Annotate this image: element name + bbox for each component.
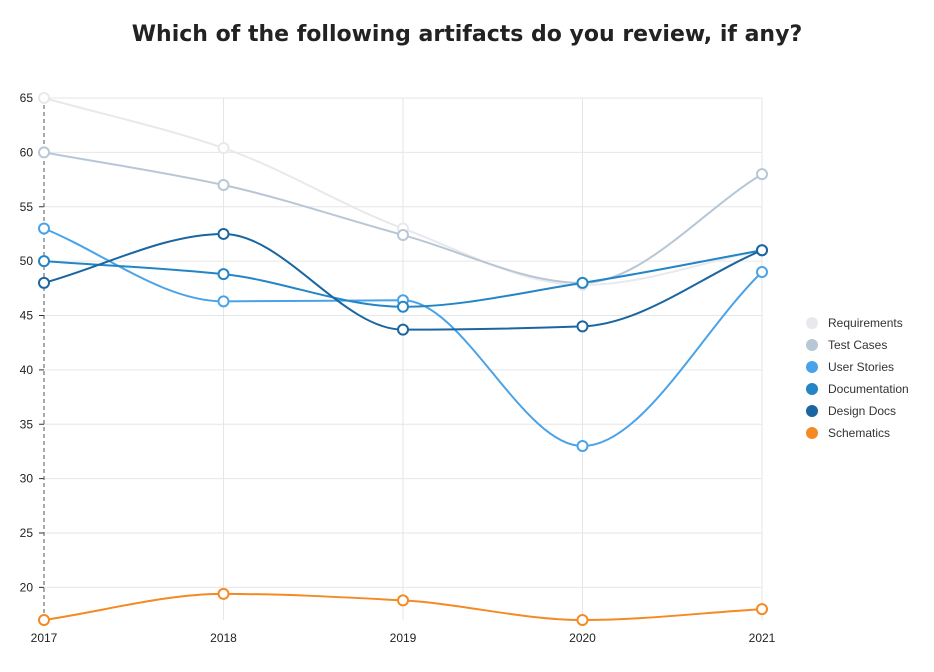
data-point[interactable] — [217, 587, 230, 600]
data-point[interactable] — [576, 276, 589, 289]
data-point[interactable] — [38, 222, 50, 235]
x-tick-label: 2019 — [390, 631, 417, 645]
legend-swatch — [806, 427, 818, 439]
legend-label: Design Docs — [828, 404, 896, 418]
data-point[interactable] — [756, 244, 768, 257]
data-point[interactable] — [38, 614, 50, 626]
series-design-docs — [38, 227, 768, 336]
y-tick-label: 45 — [20, 309, 34, 323]
y-tick-label: 60 — [20, 145, 34, 159]
series-line — [43, 227, 763, 448]
y-tick-label: 40 — [20, 363, 34, 377]
legend-label: Documentation — [828, 382, 909, 396]
data-point[interactable] — [756, 266, 768, 278]
legend-item[interactable]: Requirements — [806, 316, 903, 330]
chart-title: Which of the following artifacts do you … — [131, 22, 803, 47]
legend: Requirements Test Cases User Stories Docume… — [806, 316, 909, 440]
legend-label: Test Cases — [828, 338, 887, 352]
legend-item[interactable]: Design Docs — [806, 404, 896, 418]
legend-swatch — [806, 317, 818, 329]
data-point[interactable] — [397, 300, 409, 313]
y-tick-label: 50 — [20, 254, 34, 268]
legend-swatch — [806, 383, 818, 395]
axes: 20 25 30 35 40 45 50 55 60 65 2017 2018 2019 2020 2021 — [20, 91, 776, 645]
data-point[interactable] — [217, 142, 230, 155]
y-tick-label: 65 — [20, 91, 34, 105]
data-point[interactable] — [397, 594, 409, 607]
data-point[interactable] — [756, 168, 768, 181]
legend-swatch — [806, 361, 818, 373]
legend-label: User Stories — [828, 360, 894, 374]
y-tick-label: 35 — [20, 417, 34, 431]
y-tick-label: 30 — [20, 472, 34, 486]
data-point[interactable] — [576, 614, 589, 626]
data-point[interactable] — [217, 295, 230, 308]
grid — [44, 97, 763, 620]
data-point[interactable] — [576, 440, 589, 452]
data-point[interactable] — [576, 320, 589, 333]
data-point[interactable] — [217, 179, 230, 191]
data-point[interactable] — [217, 227, 230, 240]
legend-label: Requirements — [828, 316, 903, 330]
y-tick-label: 55 — [20, 200, 34, 214]
data-point[interactable] — [756, 603, 768, 616]
legend-swatch — [806, 339, 818, 351]
series-lines — [38, 92, 768, 626]
series-schematics — [38, 587, 768, 626]
x-tick-label: 2017 — [31, 631, 58, 645]
data-point[interactable] — [397, 323, 409, 336]
data-point[interactable] — [38, 92, 50, 104]
legend-item[interactable]: Documentation — [806, 382, 909, 396]
data-point[interactable] — [38, 146, 50, 159]
legend-item[interactable]: User Stories — [806, 360, 894, 374]
data-point[interactable] — [217, 268, 230, 281]
legend-label: Schematics — [828, 426, 890, 440]
x-tick-label: 2020 — [569, 631, 596, 645]
legend-item[interactable]: Schematics — [806, 426, 890, 440]
y-tick-label: 20 — [20, 580, 34, 594]
data-point[interactable] — [397, 229, 409, 242]
data-point[interactable] — [38, 276, 50, 289]
data-point[interactable] — [38, 255, 50, 268]
legend-item[interactable]: Test Cases — [806, 338, 887, 352]
y-tick-label: 25 — [20, 526, 34, 540]
legend-swatch — [806, 405, 818, 417]
x-tick-label: 2021 — [749, 631, 776, 645]
x-tick-label: 2018 — [210, 631, 237, 645]
